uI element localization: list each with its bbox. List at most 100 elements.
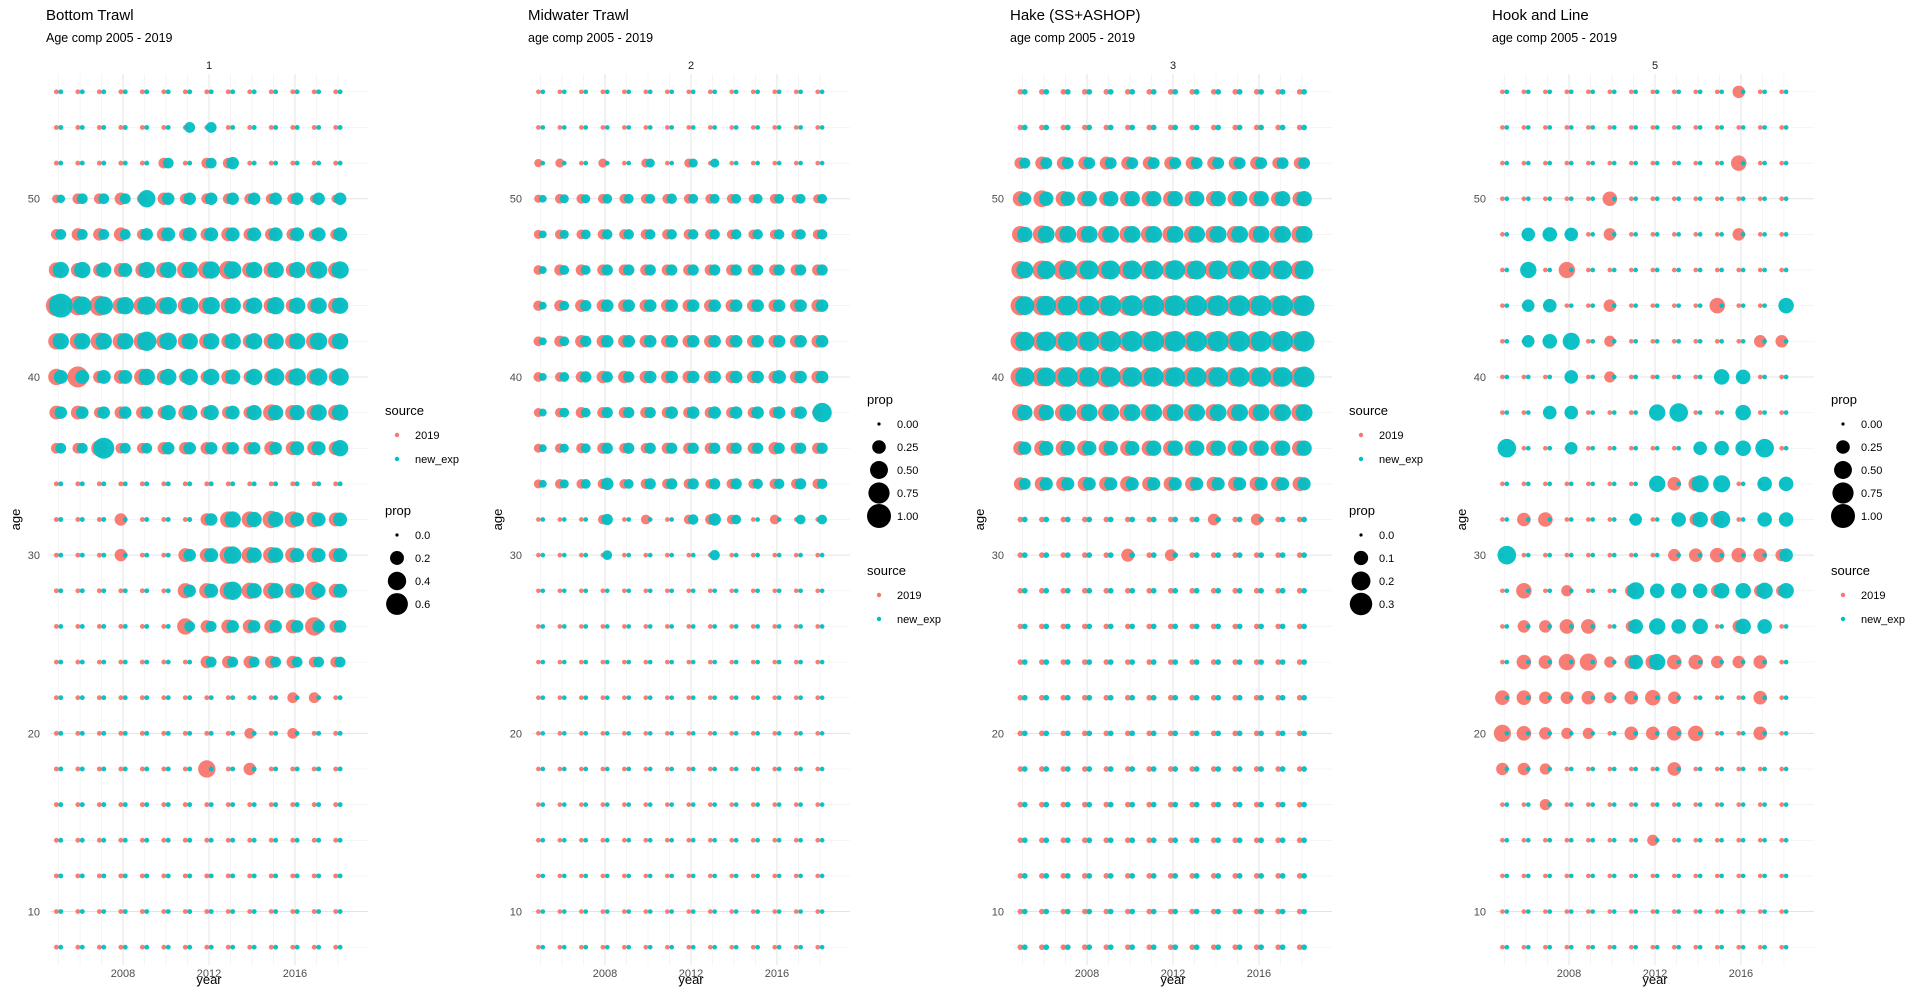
bubble-new_exp [187, 160, 193, 166]
bubble-new_exp [119, 406, 132, 419]
bubble-new_exp [1215, 837, 1222, 844]
bubble-2019 [600, 125, 606, 130]
y-tick-label: 10 [1474, 907, 1486, 919]
bubble-new_exp [1611, 232, 1617, 237]
bubble-new_exp [755, 695, 760, 701]
bubble-new_exp [55, 442, 67, 454]
bubble-2019 [772, 802, 778, 807]
bubble-new_exp [540, 695, 546, 701]
bubble-new_exp [644, 406, 656, 419]
bubble-new_exp [251, 802, 257, 808]
bubble-new_exp [795, 442, 807, 454]
bubble-new_exp [311, 583, 326, 598]
bubble-2019 [96, 837, 102, 843]
bubble-new_exp [226, 156, 239, 170]
bubble-new_exp [1150, 88, 1157, 95]
x-tick-label: 2016 [283, 968, 307, 980]
bubble-2019 [225, 909, 231, 914]
x-tick-label: 2008 [1075, 968, 1099, 980]
bubble-new_exp [1654, 232, 1660, 237]
bubble-new_exp [162, 157, 174, 169]
bubble-2019 [333, 909, 339, 914]
bubble-2019 [815, 695, 821, 701]
bubble-new_exp [666, 193, 677, 204]
bubble-new_exp [202, 296, 220, 315]
bubble-new_exp [538, 479, 547, 488]
bubble-2019 [1296, 587, 1303, 594]
bubble-2019 [1757, 802, 1763, 807]
bubble-new_exp [1504, 374, 1510, 380]
y-tick-label: 10 [992, 907, 1004, 919]
bubble-new_exp [288, 297, 306, 314]
bubble-new_exp [1229, 295, 1251, 317]
bubble-2019 [161, 909, 167, 914]
bubble-new_exp [1043, 623, 1050, 630]
bubble-new_exp [1756, 582, 1773, 599]
bubble-2019 [643, 89, 649, 95]
bubble-new_exp [1018, 192, 1032, 206]
bubble-new_exp [1654, 374, 1660, 380]
bubble-2019 [1564, 802, 1570, 807]
bubble-new_exp [1762, 766, 1767, 772]
bubble-new_exp [712, 125, 718, 130]
legend-label: 0.1 [1379, 553, 1394, 565]
bubble-new_exp [1547, 125, 1553, 130]
bubble-2019 [557, 659, 563, 665]
bubble-2019 [1558, 261, 1576, 279]
bubble-2019 [161, 802, 167, 808]
bubble-new_exp [1783, 410, 1789, 415]
bubble-2019 [1607, 731, 1613, 736]
bubble-new_exp [773, 229, 785, 240]
bubble-new_exp [1542, 405, 1557, 420]
bubble-new_exp [309, 261, 328, 279]
bubble-2019 [686, 766, 692, 772]
bubble-new_exp [1043, 766, 1050, 772]
bubble-2019 [793, 944, 799, 950]
bubble-2019 [139, 125, 145, 130]
bubble-new_exp [812, 402, 832, 423]
bubble-new_exp [1504, 125, 1510, 130]
bubble-2019 [1521, 837, 1527, 843]
bubble-new_exp [815, 370, 829, 384]
bubble-2019 [729, 909, 735, 914]
bubble-2019 [1039, 694, 1045, 701]
bubble-new_exp [1547, 517, 1553, 522]
bubble-2019 [579, 160, 584, 166]
bubble-new_exp [623, 264, 635, 276]
bubble-2019 [686, 89, 692, 95]
bubble-new_exp [183, 192, 196, 205]
bubble-2019 [1017, 552, 1024, 558]
y-axis-title: age [490, 509, 505, 531]
bubble-new_exp [230, 125, 236, 130]
bubble-2019 [1779, 802, 1785, 807]
bubble-2019 [1167, 766, 1174, 772]
bubble-new_exp [101, 552, 107, 558]
bubble-new_exp [245, 261, 263, 279]
bubble-new_exp [144, 944, 150, 950]
bubble-new_exp [1021, 88, 1028, 95]
bubble-new_exp [311, 441, 326, 456]
bubble-new_exp [101, 481, 107, 487]
bubble-new_exp [144, 623, 150, 629]
bubble-2019 [729, 552, 735, 558]
bubble-2019 [311, 873, 317, 879]
bubble-2019 [1521, 445, 1527, 451]
bubble-new_exp [208, 909, 214, 914]
bubble-new_exp [686, 299, 700, 312]
bubble-2019 [1564, 481, 1570, 487]
bubble-new_exp [1172, 694, 1179, 701]
bubble-2019 [247, 125, 253, 130]
bubble-new_exp [223, 546, 242, 564]
bubble-new_exp [1258, 944, 1264, 951]
bubble-2019 [1017, 908, 1024, 915]
bubble-new_exp [1236, 801, 1243, 808]
bubble-2019 [1736, 766, 1742, 772]
bubble-new_exp [79, 873, 85, 879]
bubble-new_exp [644, 442, 656, 454]
bubble-2019 [204, 481, 210, 487]
bubble-new_exp [1037, 225, 1055, 243]
bubble-2019 [75, 695, 81, 701]
bubble-new_exp [96, 262, 112, 278]
y-axis-title: age [972, 509, 987, 531]
bubble-new_exp [1542, 298, 1557, 313]
